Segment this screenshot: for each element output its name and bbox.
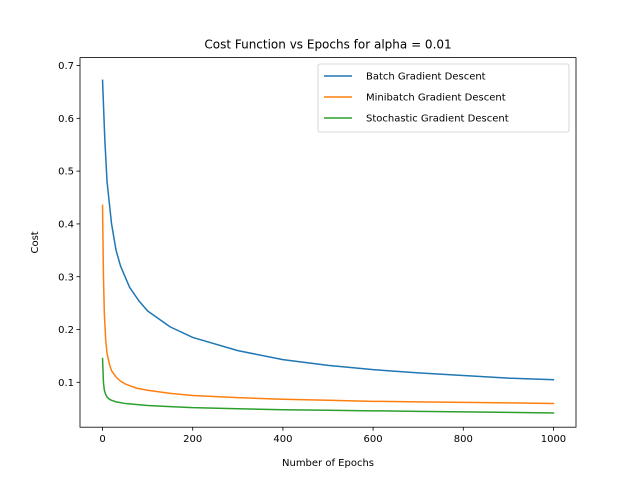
y-tick-label: 0.6 <box>58 114 74 125</box>
x-tick-label: 0 <box>99 434 105 445</box>
y-tick-label: 0.5 <box>58 167 74 178</box>
x-tick-label: 600 <box>364 434 383 445</box>
legend: Batch Gradient Descent Minibatch Gradient… <box>317 63 570 133</box>
y-tick-label: 0.3 <box>58 272 74 283</box>
y-tick-label: 0.4 <box>58 220 74 231</box>
series-line-minibatch-gradient-descent <box>101 204 555 405</box>
x-tick-label: 1000 <box>541 434 566 445</box>
x-axis-ticks: 0 200 400 600 800 1000 <box>99 427 566 445</box>
x-tick-label: 400 <box>273 434 292 445</box>
x-axis-label: Number of Epochs <box>282 458 374 469</box>
plot-frame <box>79 57 577 428</box>
series-layer <box>101 79 555 414</box>
legend-label: Batch Gradient Descent <box>366 72 486 83</box>
y-axis-ticks: 0.1 0.2 0.3 0.4 0.5 0.6 0.7 <box>58 61 80 389</box>
y-tick-label: 0.1 <box>58 378 74 389</box>
series-line-stochastic-gradient-descent <box>101 357 555 414</box>
legend-label: Minibatch Gradient Descent <box>366 93 506 104</box>
y-axis-label: Cost <box>30 231 41 253</box>
chart-title: Cost Function vs Epochs for alpha = 0.01 <box>204 38 451 52</box>
x-tick-label: 200 <box>183 434 202 445</box>
series-line-batch-gradient-descent <box>101 79 555 381</box>
legend-box <box>317 63 570 133</box>
legend-items: Batch Gradient Descent Minibatch Gradient… <box>324 72 509 125</box>
legend-label: Stochastic Gradient Descent <box>366 114 509 125</box>
x-tick-label: 800 <box>454 434 473 445</box>
y-tick-label: 0.7 <box>58 61 74 72</box>
y-tick-label: 0.2 <box>58 325 74 336</box>
